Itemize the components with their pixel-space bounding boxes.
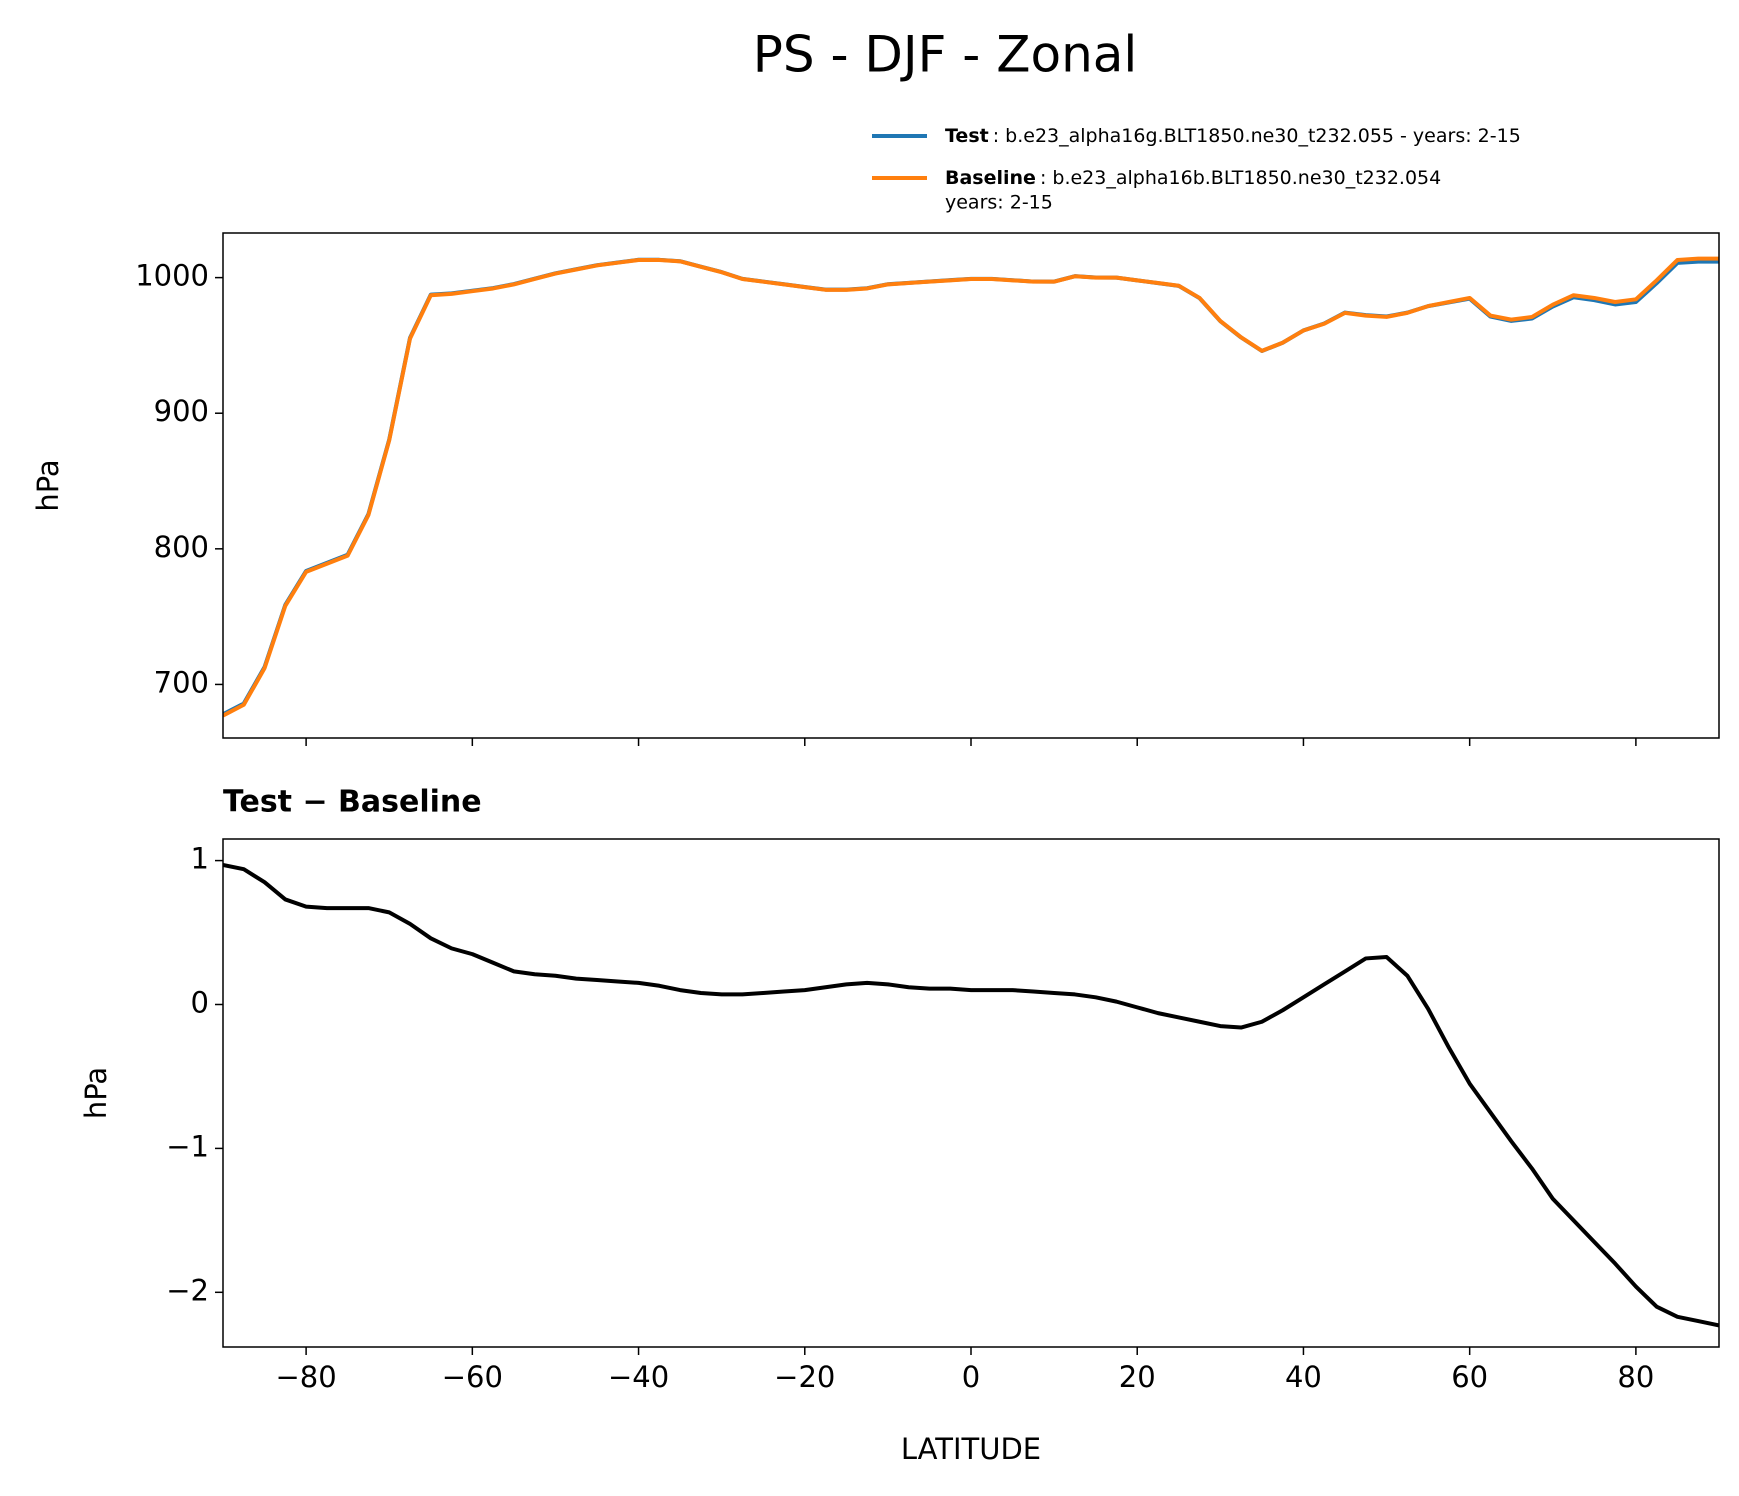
legend-description: : b.e23_alpha16g.BLT1850.ne30_t232.055 -… xyxy=(993,125,1521,147)
y-tick-label: 700 xyxy=(154,665,209,699)
data-line xyxy=(223,257,1719,717)
legend-description: : b.e23_alpha16b.BLT1850.ne30_t232.054 xyxy=(1040,167,1441,189)
y-tick-label: 900 xyxy=(154,394,209,428)
legend-label: Baseline: b.e23_alpha16b.BLT1850.ne30_t2… xyxy=(945,167,1441,189)
data-line xyxy=(223,256,1719,718)
x-tick-label: −40 xyxy=(608,1360,669,1394)
x-tick-label: 80 xyxy=(1617,1360,1654,1394)
legend-name: Test xyxy=(945,125,989,147)
y-tick-label: −2 xyxy=(166,1273,209,1307)
legend-name: Baseline xyxy=(945,167,1036,189)
y-axis-label: hPa xyxy=(31,459,65,511)
y-tick-label: 1000 xyxy=(135,259,209,293)
x-tick-label: −80 xyxy=(276,1360,337,1394)
y-axis-label: hPa xyxy=(79,1067,113,1119)
x-tick-label: 60 xyxy=(1451,1360,1488,1394)
x-tick-label: −60 xyxy=(442,1360,503,1394)
plot-frame xyxy=(222,838,1720,1348)
y-tick-label: −1 xyxy=(166,1129,209,1163)
y-tick-label: 0 xyxy=(191,985,209,1019)
x-tick-label: 20 xyxy=(1119,1360,1156,1394)
x-tick-label: 0 xyxy=(962,1360,980,1394)
x-axis-label: LATITUDE xyxy=(901,1432,1041,1466)
y-tick-label: 800 xyxy=(154,530,209,564)
legend-label: Test: b.e23_alpha16g.BLT1850.ne30_t232.0… xyxy=(945,125,1521,147)
y-tick-label: 1 xyxy=(191,842,209,876)
legend-description: years: 2-15 xyxy=(945,192,1053,214)
subplot-title: Test − Baseline xyxy=(223,785,482,820)
plot-frame xyxy=(222,232,1720,739)
x-tick-label: −20 xyxy=(774,1360,835,1394)
x-tick-label: 40 xyxy=(1285,1360,1322,1394)
data-line xyxy=(223,862,1719,1328)
figure-title: PS - DJF - Zonal xyxy=(753,26,1138,84)
